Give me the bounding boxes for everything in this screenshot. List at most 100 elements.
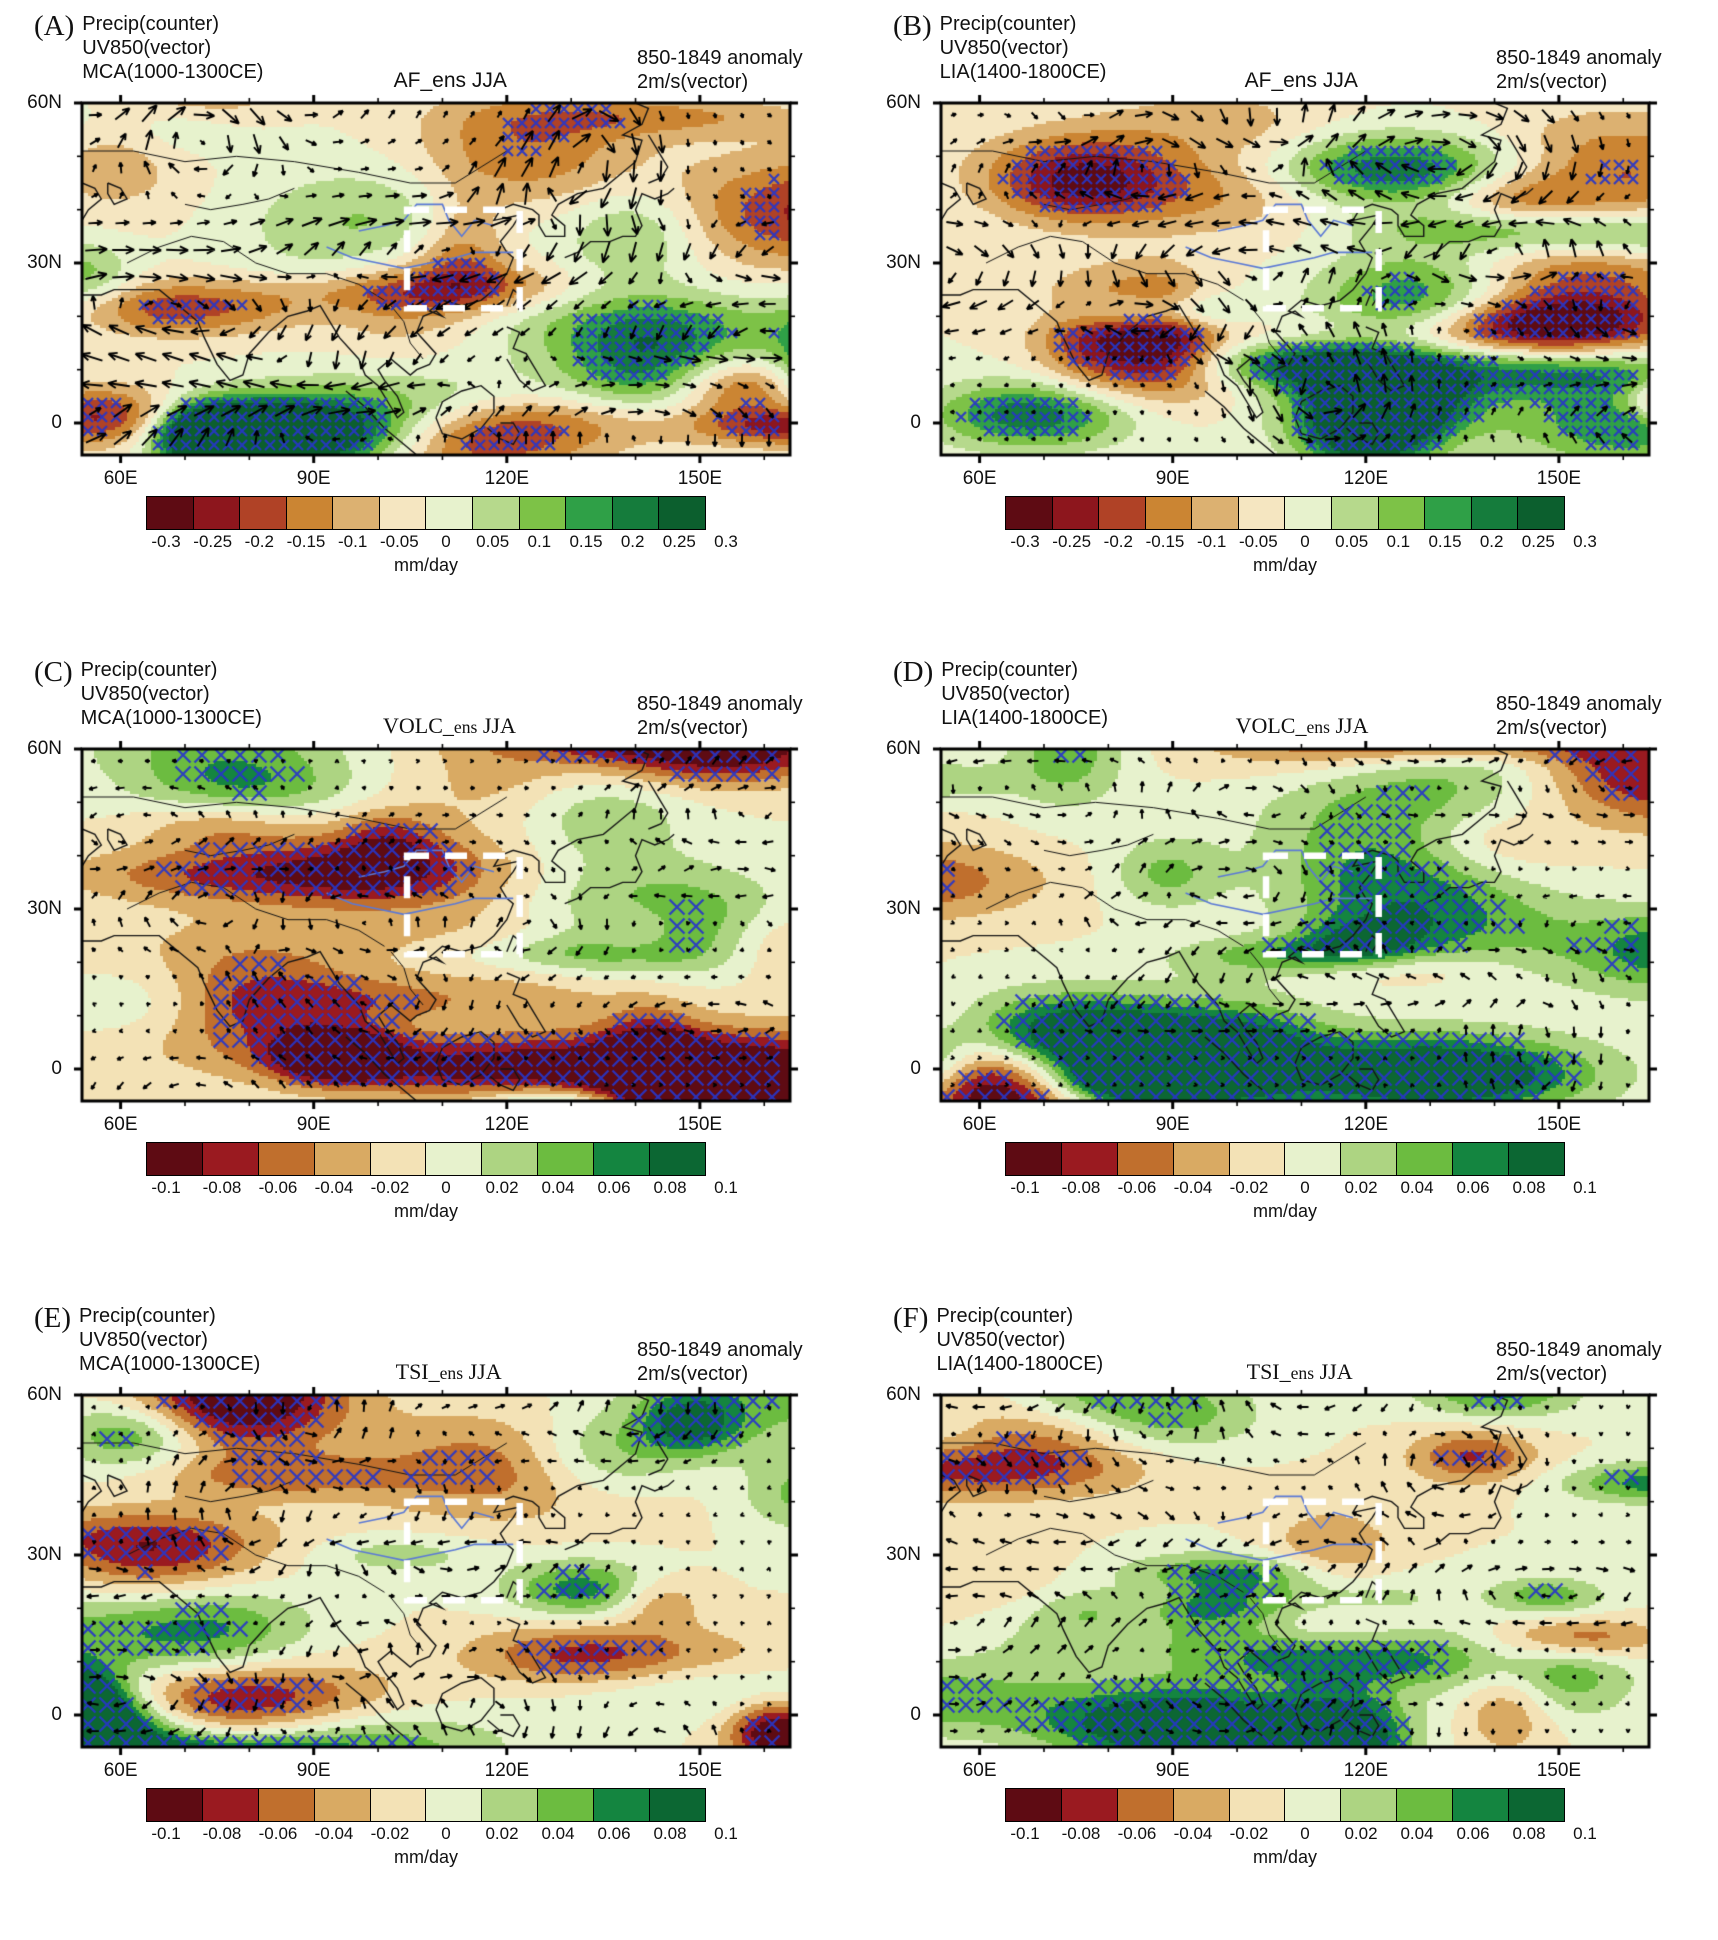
- colorbar-cell: [201, 1142, 259, 1176]
- colorbar-tick-label: -0.02: [370, 1824, 410, 1843]
- colorbar-unit: mm/day: [393, 555, 458, 575]
- precip-anomaly-map: [66, 94, 806, 466]
- colorbar-tick-label: -0.3: [151, 532, 181, 551]
- colorbar-cell: [1116, 1788, 1174, 1822]
- anomaly-period: 850-1849 anomaly: [1496, 1339, 1662, 1361]
- x-tick-label: 90E: [1155, 1760, 1190, 1781]
- colorbar-tick-label: 0.04: [1400, 1824, 1434, 1843]
- panel-C: (C) Precip(counter) UV850(vector) MCA(1000-…: [0, 646, 859, 1292]
- colorbar-cell: [1452, 1142, 1510, 1176]
- info-line: UV850(vector): [82, 37, 212, 59]
- colorbar-tick-label: 0.15: [569, 532, 603, 551]
- colorbar-tick-label: -0.2: [1103, 532, 1133, 551]
- colorbar-tick-label: 0: [1300, 532, 1310, 551]
- panel-header: (B) Precip(counter) UV850(vector) LIA(1400-…: [869, 8, 1718, 94]
- map-block: 60N 30N 0 60E 90E 120E 150E -0.1 -0.08 -0.06 -0.04…: [10, 738, 859, 1222]
- x-tick-label: 90E: [1155, 468, 1190, 489]
- panel-header: (E) Precip(counter) UV850(vector) MCA(1000-…: [10, 1300, 859, 1386]
- map-block: 60N 30N 0 60E 90E 120E 150E -0.3 -0.25 -0.2 -0.15-…: [10, 92, 859, 576]
- panel-label: (F): [893, 1302, 929, 1334]
- colorbar-cell: [1340, 1788, 1398, 1822]
- colorbar-tick-label: 0.02: [485, 1824, 519, 1843]
- panel-info: Precip(counter) UV850(vector) MCA(1000-130…: [79, 1304, 260, 1376]
- y-tick-label: 0: [910, 1703, 921, 1725]
- colorbar-cell: [1470, 496, 1519, 530]
- colorbar-cell: [1517, 496, 1565, 530]
- colorbar-tick-label: -0.04: [314, 1178, 354, 1197]
- colorbar-cell: [593, 1142, 651, 1176]
- colorbar-cell: [1098, 496, 1146, 530]
- precip-anomaly-map: [925, 740, 1665, 1112]
- colorbar-cell: [1144, 496, 1193, 530]
- colorbar-tick-label: 0.06: [1456, 1824, 1490, 1843]
- colorbar-tick-label: -0.1: [1010, 1178, 1040, 1197]
- panel-B: (B) Precip(counter) UV850(vector) LIA(1400-…: [859, 0, 1718, 646]
- panel-title: TSI_ens JJA: [1246, 1359, 1353, 1384]
- x-axis-labels: 60E 90E 120E 150E: [925, 1112, 1665, 1138]
- colorbar-tick-label: 0.3: [1573, 532, 1597, 551]
- colorbar: [146, 1788, 706, 1822]
- map-wrap: 60N 30N 0: [27, 738, 806, 1112]
- info-line: Precip(counter): [939, 13, 1077, 35]
- colorbar-cell: [1507, 1142, 1565, 1176]
- colorbar-tick-label: 0.02: [1344, 1178, 1378, 1197]
- colorbar-cell: [1396, 1142, 1454, 1176]
- colorbar-tick-label: -0.06: [258, 1824, 298, 1843]
- panel-header: (A) Precip(counter) UV850(vector) MCA(1000-…: [10, 8, 859, 94]
- colorbar: [146, 1142, 706, 1176]
- colorbar-cell: [1330, 496, 1379, 530]
- x-tick-label: 60E: [103, 1114, 138, 1135]
- colorbar-labels: -0.1 -0.08 -0.06 -0.04 -0.02 0 0.02 0.04 0.06 0.0…: [126, 1176, 737, 1198]
- panel-info: Precip(counter) UV850(vector) MCA(1000-130…: [82, 12, 263, 84]
- info-line: Precip(counter): [80, 659, 218, 681]
- colorbar-tick-label: 0.1: [527, 532, 552, 551]
- x-tick-label: 120E: [1343, 1114, 1388, 1135]
- info-line: UV850(vector): [936, 1329, 1066, 1351]
- colorbar-labels: -0.3 -0.25 -0.2 -0.15 -0.1 -0.05 0 0.05 0.1 0.15 0…: [126, 530, 737, 552]
- colorbar-cell: [481, 1142, 539, 1176]
- colorbar-tick-label: -0.1: [1197, 532, 1227, 551]
- colorbar-cell: [1116, 1142, 1174, 1176]
- panel-title: VOLC_ens JJA: [1235, 713, 1369, 738]
- info-line: MCA(1000-1300CE): [79, 1353, 261, 1375]
- colorbar-tick-label: 0: [441, 532, 451, 551]
- panel-anomaly-info: 850-1849 anomaly 2m/s(vector): [637, 692, 855, 740]
- info-line: UV850(vector): [939, 37, 1069, 59]
- map-wrap: 60N 30N 0: [886, 1384, 1665, 1758]
- x-axis-labels: 60E 90E 120E 150E: [66, 1112, 806, 1138]
- colorbar-tick-label: 0.05: [476, 532, 510, 551]
- colorbar-tick-label: 0.04: [541, 1178, 575, 1197]
- panel-label: (E): [34, 1302, 72, 1334]
- colorbar-tick-label: 0.3: [714, 532, 738, 551]
- x-tick-label: 60E: [962, 1760, 997, 1781]
- y-tick-label: 30N: [27, 251, 62, 273]
- y-tick-label: 60N: [27, 1384, 62, 1405]
- colorbar-cell: [1060, 1788, 1118, 1822]
- y-tick-label: 30N: [886, 897, 921, 919]
- x-tick-label: 150E: [677, 1760, 723, 1781]
- vector-reference: 2m/s(vector): [1496, 717, 1608, 739]
- colorbar-tick-label: 0.1: [714, 1178, 738, 1197]
- colorbar-labels: -0.1 -0.08 -0.06 -0.04 -0.02 0 0.02 0.04 0.06 0.0…: [985, 1176, 1596, 1198]
- map-wrap: 60N 30N 0: [886, 92, 1665, 466]
- panel-E: (E) Precip(counter) UV850(vector) MCA(1000-…: [0, 1292, 859, 1938]
- colorbar-cell: [332, 496, 380, 530]
- colorbar-tick-label: -0.06: [258, 1178, 298, 1197]
- colorbar-cell: [146, 1788, 204, 1822]
- colorbar-tick-label: -0.05: [1238, 532, 1278, 551]
- precip-anomaly-map: [925, 1386, 1665, 1758]
- map-wrap: 60N 30N 0: [886, 738, 1665, 1112]
- colorbar: [1005, 496, 1565, 530]
- colorbar-tick-label: 0: [1300, 1824, 1310, 1843]
- colorbar-unit: mm/day: [1252, 555, 1317, 575]
- panel-header: (D) Precip(counter) UV850(vector) LIA(1400-…: [869, 654, 1718, 740]
- colorbar-cell: [1377, 496, 1426, 530]
- colorbar-cell: [1340, 1142, 1398, 1176]
- colorbar-tick-label: -0.15: [286, 532, 326, 551]
- colorbar-tick-label: -0.02: [1229, 1178, 1269, 1197]
- x-tick-label: 60E: [962, 468, 997, 489]
- colorbar-tick-label: -0.1: [1010, 1824, 1040, 1843]
- colorbar-cell: [146, 1142, 204, 1176]
- colorbar-tick-label: -0.25: [1052, 532, 1092, 551]
- colorbar-cell: [611, 496, 660, 530]
